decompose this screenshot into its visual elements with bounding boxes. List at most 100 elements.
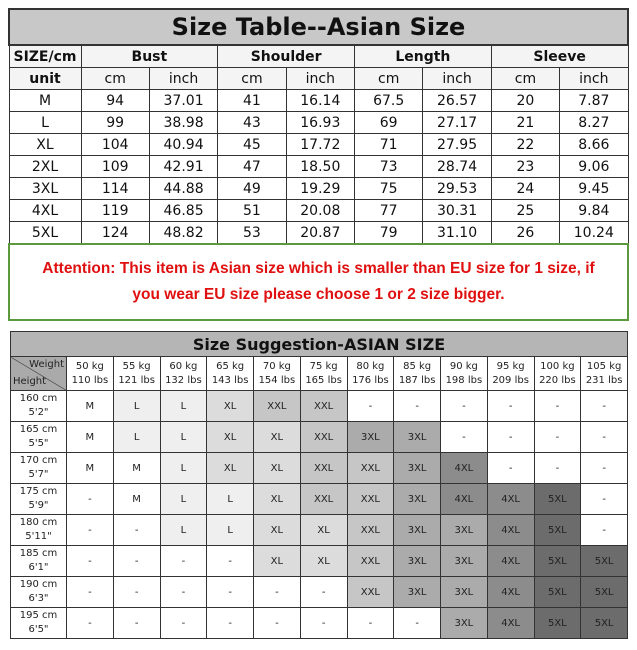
measurement-cell: 9.84: [559, 199, 629, 222]
column-header: Sleeve: [490, 44, 629, 68]
weight-lbs: 198 lbs: [445, 374, 483, 386]
measurement-cell: 19.29: [285, 177, 356, 200]
suggested-size-cell: XL: [299, 545, 348, 577]
suggested-size-cell: 5XL: [533, 483, 582, 515]
suggested-size-cell: L: [112, 421, 161, 453]
height-ft: 5'9": [28, 500, 49, 511]
measurement-cell: 46.85: [148, 199, 219, 222]
suggested-size-cell: XXL: [346, 452, 395, 484]
suggested-size-cell: -: [112, 545, 161, 577]
suggested-size-cell: 3XL: [346, 421, 395, 453]
suggested-size-cell: XL: [206, 452, 254, 484]
suggested-size-cell: -: [346, 390, 395, 422]
measurement-cell: 26: [490, 221, 561, 244]
corner-weight-label: Weight: [29, 359, 64, 370]
suggested-size-cell: -: [159, 607, 208, 639]
suggested-size-cell: 4XL: [486, 545, 535, 577]
suggested-size-cell: 3XL: [440, 607, 488, 639]
suggested-size-cell: XXL: [299, 421, 348, 453]
size-row: 4XL 119 46.85 51 20.08 77 30.31 25 9.84: [8, 199, 629, 222]
suggested-size-cell: -: [299, 576, 348, 608]
weight-kg: 60 kg: [169, 360, 198, 372]
suggested-size-cell: -: [440, 421, 488, 453]
column-header: Shoulder: [217, 44, 355, 68]
suggested-size-cell: M: [112, 483, 161, 515]
height-header: 170 cm 5'7": [10, 452, 67, 484]
height-ft: 6'5": [28, 624, 49, 635]
weight-lbs: 165 lbs: [305, 374, 342, 386]
suggested-size-cell: -: [253, 607, 301, 639]
weight-kg: 85 kg: [403, 360, 432, 372]
suggested-size-cell: -: [299, 607, 348, 639]
weight-kg: 80 kg: [356, 360, 385, 372]
weight-header: 80 kg 176 lbs: [346, 356, 395, 391]
suggested-size-cell: 4XL: [486, 576, 535, 608]
unit-cell: inch: [422, 67, 492, 90]
measurement-cell: 51: [217, 199, 287, 222]
size-suggestion-title: Size Suggestion-ASIAN SIZE: [10, 331, 628, 357]
weight-lbs: 121 lbs: [118, 374, 155, 386]
measurement-cell: 47: [217, 155, 287, 178]
measurement-cell: 67.5: [353, 89, 424, 112]
size-row: 5XL 124 48.82 53 20.87 79 31.10 26 10.24: [8, 221, 629, 244]
measurement-cell: 124: [80, 221, 150, 244]
height-cm: 160 cm: [19, 393, 58, 404]
weight-lbs: 209 lbs: [492, 374, 529, 386]
attention-notice: Attention: This item is Asian size which…: [8, 243, 629, 321]
measurement-cell: 8.66: [559, 133, 629, 156]
weight-header: 75 kg 165 lbs: [299, 356, 348, 391]
suggested-size-cell: -: [159, 545, 208, 577]
measurement-cell: 9.06: [559, 155, 629, 178]
unit-cell: inch: [285, 67, 356, 90]
measurement-cell: 94: [80, 89, 150, 112]
suggested-size-cell: XL: [253, 483, 301, 515]
size-label: 5XL: [8, 221, 82, 244]
suggested-size-cell: XL: [253, 545, 301, 577]
weight-lbs: 220 lbs: [539, 374, 576, 386]
suggested-size-cell: XXL: [346, 483, 395, 515]
suggested-size-cell: 4XL: [486, 607, 535, 639]
weight-lbs: 187 lbs: [398, 374, 436, 386]
measurement-cell: 53: [217, 221, 287, 244]
weight-height-corner: Weight Height: [10, 356, 67, 391]
suggested-size-cell: -: [206, 576, 254, 608]
measurement-cell: 20.87: [285, 221, 356, 244]
height-header: 160 cm 5'2": [10, 390, 67, 422]
suggested-size-cell: L: [159, 421, 208, 453]
corner-height-label: Height: [13, 376, 47, 387]
suggested-size-cell: XXL: [346, 545, 395, 577]
measurement-cell: 10.24: [559, 221, 629, 244]
suggested-size-cell: 3XL: [393, 483, 441, 515]
suggested-size-cell: 5XL: [580, 576, 628, 608]
height-cm: 195 cm: [19, 610, 58, 621]
measurement-cell: 20: [490, 89, 561, 112]
height-ft: 5'2": [28, 407, 49, 418]
size-row: L 99 38.98 43 16.93 69 27.17 21 8.27: [8, 111, 629, 134]
weight-kg: 75 kg: [309, 360, 338, 372]
suggested-size-cell: -: [346, 607, 395, 639]
unit-cell: cm: [80, 67, 150, 90]
measurement-cell: 28.74: [422, 155, 492, 178]
suggested-size-cell: L: [159, 483, 208, 515]
height-ft: 5'5": [28, 438, 49, 449]
weight-kg: 90 kg: [449, 360, 478, 372]
suggested-size-cell: XL: [253, 452, 301, 484]
suggested-size-cell: -: [580, 483, 628, 515]
suggested-size-cell: XL: [253, 421, 301, 453]
suggested-size-cell: L: [159, 514, 208, 546]
unit-cell: cm: [490, 67, 561, 90]
suggested-size-cell: -: [112, 514, 161, 546]
measurement-cell: 21: [490, 111, 561, 134]
weight-header: 100 kg 220 lbs: [533, 356, 582, 391]
height-row: 195 cm 6'5" - - - - - - - -3XL 4XL 5XL 5XL: [10, 607, 628, 639]
suggested-size-cell: XL: [206, 390, 254, 422]
suggested-size-cell: 5XL: [533, 545, 582, 577]
suggested-size-cell: XXL: [299, 483, 348, 515]
unit-cell: inch: [148, 67, 219, 90]
unit-cell: inch: [559, 67, 629, 90]
weight-header: 60 kg 132 lbs: [159, 356, 208, 391]
weight-lbs: 231 lbs: [585, 374, 623, 386]
suggested-size-cell: L: [112, 390, 161, 422]
height-cm: 180 cm: [19, 517, 58, 528]
height-cm: 190 cm: [19, 579, 58, 590]
